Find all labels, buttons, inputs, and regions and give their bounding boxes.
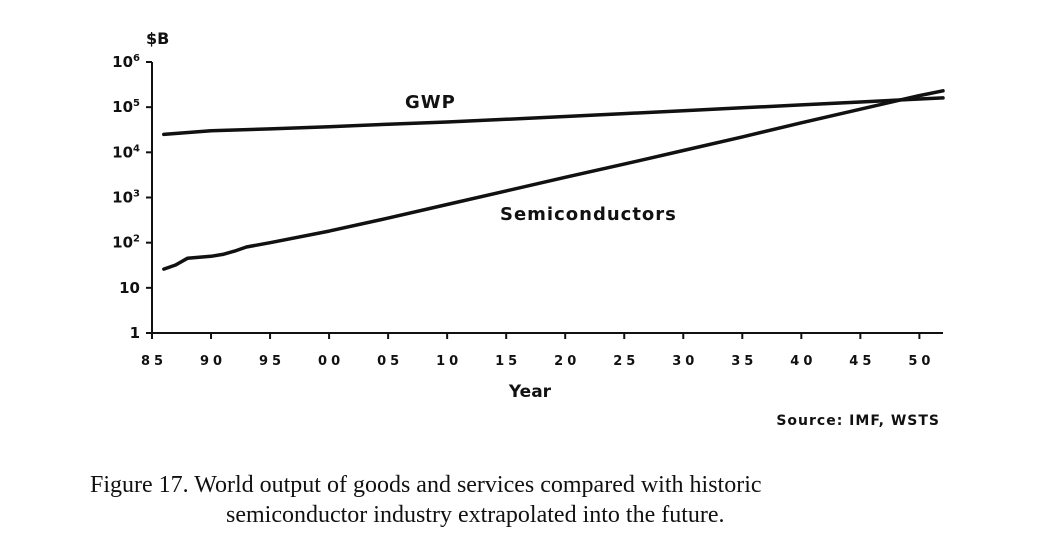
y-axis-label: $B [146, 29, 169, 48]
source-note: Source: IMF, WSTS [776, 413, 940, 429]
series-label-semiconductors: Semiconductors [500, 204, 677, 225]
x-tick-label: 50 [908, 354, 934, 369]
series-line-gwp [162, 96, 945, 137]
x-tick-label: 00 [318, 354, 344, 369]
y-axis-ticks: 1 10 102 103 104 105 106 [112, 53, 152, 342]
x-tick-label: 15 [495, 354, 521, 369]
chart: 1 10 102 103 104 105 106 85 90 95 00 05 10 15 20 25 30 3… [112, 29, 945, 429]
x-tick-label: 10 [436, 354, 462, 369]
x-tick-label: 05 [377, 354, 403, 369]
x-tick-label: 30 [672, 354, 698, 369]
x-axis-ticks: 85 90 95 00 05 10 15 20 25 30 35 40 45 50 [141, 333, 934, 369]
figure-caption: Figure 17. World output of goods and ser… [90, 470, 970, 530]
x-tick-label: 45 [849, 354, 875, 369]
x-tick-label: 25 [613, 354, 639, 369]
x-tick-label: 35 [731, 354, 757, 369]
y-tick-label: 105 [112, 98, 140, 116]
x-tick-label: 95 [259, 354, 285, 369]
y-tick-label: 102 [112, 234, 140, 252]
x-tick-label: 90 [200, 354, 226, 369]
series-line-semiconductors [162, 89, 945, 271]
y-tick-label: 103 [112, 189, 140, 207]
x-tick-label: 40 [790, 354, 816, 369]
caption-line-1: Figure 17. World output of goods and ser… [90, 472, 762, 498]
series-label-gwp: GWP [405, 92, 456, 113]
x-axis-label: Year [508, 382, 552, 402]
y-tick-label: 106 [112, 53, 140, 71]
y-tick-label: 1 [130, 324, 140, 342]
caption-line-2: semiconductor industry extrapolated into… [226, 502, 725, 528]
x-tick-label: 20 [554, 354, 580, 369]
y-tick-label: 104 [112, 143, 140, 161]
chart-series [162, 89, 945, 271]
x-tick-label: 85 [141, 354, 167, 369]
y-tick-label: 10 [119, 279, 140, 297]
